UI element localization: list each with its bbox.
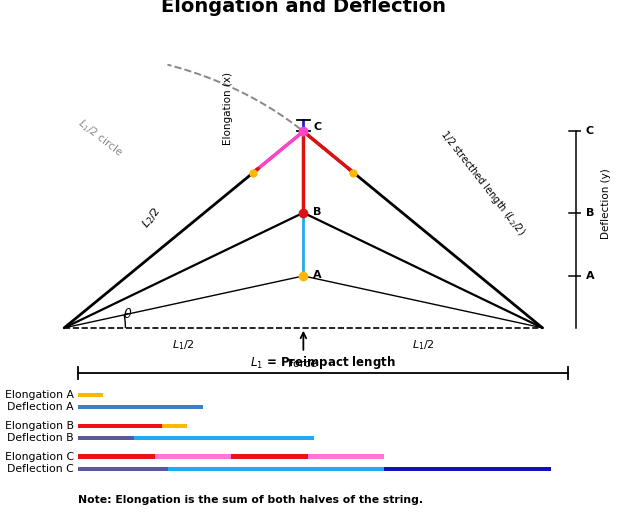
Text: A: A	[586, 271, 595, 281]
Bar	[78, 393, 103, 397]
Text: Elongation C: Elongation C	[4, 452, 74, 462]
Bar	[231, 454, 308, 459]
Text: Elongation B: Elongation B	[4, 421, 74, 431]
Text: $L_1$ = Preimpact length: $L_1$ = Preimpact length	[250, 354, 396, 371]
Text: $L_1/2$: $L_1/2$	[173, 338, 195, 352]
Text: Deflection (y): Deflection (y)	[602, 168, 612, 239]
Text: $L_2/2$: $L_2/2$	[139, 205, 164, 231]
Bar	[78, 424, 162, 428]
Text: Deflection A: Deflection A	[7, 402, 74, 412]
Text: C: C	[586, 126, 594, 136]
Text: Elongation A: Elongation A	[4, 390, 74, 400]
Bar	[162, 424, 186, 428]
Text: B: B	[313, 207, 322, 217]
Text: $L_1/2$ circle: $L_1/2$ circle	[75, 116, 126, 160]
Text: Elongation (x): Elongation (x)	[223, 72, 233, 145]
Text: Deflection B: Deflection B	[7, 433, 74, 443]
Bar	[134, 436, 315, 440]
Title: Elongation and Deflection: Elongation and Deflection	[161, 0, 446, 17]
Bar	[78, 466, 169, 471]
Bar	[78, 454, 155, 459]
Text: Note: Elongation is the sum of both halves of the string.: Note: Elongation is the sum of both halv…	[78, 495, 423, 505]
Bar	[169, 466, 384, 471]
Bar	[155, 454, 231, 459]
Bar	[78, 405, 204, 409]
Bar	[384, 466, 551, 471]
Text: 1/2 strecthed length ($L_2$/2): 1/2 strecthed length ($L_2$/2)	[437, 127, 528, 238]
Text: A: A	[313, 270, 322, 280]
Bar	[78, 436, 134, 440]
Text: Deflection C: Deflection C	[7, 464, 74, 474]
Text: C: C	[313, 122, 322, 132]
Text: B: B	[586, 207, 594, 218]
Text: Force: Force	[288, 359, 319, 369]
Text: $L_1/2$: $L_1/2$	[411, 338, 434, 352]
Bar	[308, 454, 384, 459]
Text: $\theta$: $\theta$	[123, 307, 132, 321]
